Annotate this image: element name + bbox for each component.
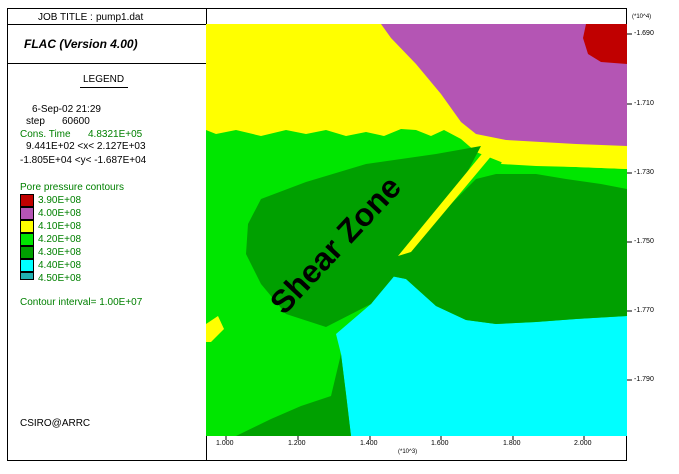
- shear-zone-band: [398, 144, 498, 256]
- contour-swatch-2: [20, 207, 34, 220]
- contour-label-3: 4.10E+08: [38, 221, 82, 232]
- x-tick-label-6: 2.000: [574, 440, 592, 447]
- job-title: pump1.dat: [96, 12, 144, 23]
- job-title-label: JOB TITLE :: [38, 12, 93, 23]
- legend-title-underline: [80, 87, 128, 88]
- x-tick-label-2: 1.200: [288, 440, 306, 447]
- legend-cons-time-value: 4.8321E+05: [88, 129, 143, 140]
- contour-region-dark-green-right: [391, 174, 627, 324]
- y-tick-label-6: -1.790: [634, 376, 654, 383]
- contour-swatch-3: [20, 220, 34, 233]
- contour-swatch-4: [20, 233, 34, 246]
- x-tick-label-5: 1.800: [503, 440, 521, 447]
- x-tick-label-4: 1.600: [431, 440, 449, 447]
- legend-cons-time-label: Cons. Time: [20, 129, 71, 140]
- y-tick-label-3: -1.730: [634, 169, 654, 176]
- contour-label-6: 4.40E+08: [38, 260, 82, 271]
- contour-region-yellow-lower: [206, 316, 224, 342]
- program-title: FLAC (Version 4.00): [24, 37, 138, 51]
- contour-swatch-1: [20, 194, 34, 207]
- legend-step-value: 60600: [62, 116, 90, 127]
- contour-region-dark-green-bottom: [236, 354, 351, 436]
- contour-region-red: [583, 24, 627, 64]
- legend-title: LEGEND: [83, 74, 125, 85]
- legend-step-label: step: [26, 116, 45, 127]
- x-tick-label-3: 1.400: [360, 440, 378, 447]
- contour-region-upper-right-yellow: [501, 148, 627, 169]
- pore-pressure-contour-plot: Shear Zone: [206, 24, 627, 436]
- contour-region-dark-green-left: [246, 146, 481, 327]
- legend-y-range: -1.805E+04 <y< -1.687E+04: [20, 155, 147, 166]
- credit-label: CSIRO@ARRC: [20, 418, 91, 429]
- contour-label-4: 4.20E+08: [38, 234, 82, 245]
- contour-swatch-5: [20, 246, 34, 259]
- x-axis-multiplier: (*10^3): [398, 449, 418, 455]
- y-tick-label-2: -1.710: [634, 100, 654, 107]
- header-divider: [7, 24, 207, 25]
- contour-label-5: 4.30E+08: [38, 247, 82, 258]
- y-axis-multiplier: (*10^4): [632, 14, 652, 20]
- contour-region-lower-cyan: [336, 276, 627, 436]
- contour-swatch-7: [20, 272, 34, 280]
- contour-interval: Contour interval= 1.00E+07: [20, 297, 143, 308]
- contour-label-7: 4.50E+08: [38, 273, 82, 284]
- contour-region-purple: [381, 24, 627, 146]
- legend-datetime: 6-Sep-02 21:29: [32, 104, 101, 115]
- legend-x-range: 9.441E+02 <x< 2.127E+03: [26, 141, 146, 152]
- x-tick-label-1: 1.000: [216, 440, 234, 447]
- contour-label-2: 4.00E+08: [38, 208, 82, 219]
- y-tick-label-4: -1.750: [634, 238, 654, 245]
- contour-legend-title: Pore pressure contours: [20, 182, 124, 193]
- contour-swatch-6: [20, 259, 34, 272]
- y-tick-label-5: -1.770: [634, 307, 654, 314]
- legend-divider-top: [7, 63, 207, 64]
- y-tick-label-1: -1.690: [634, 30, 654, 37]
- contour-label-1: 3.90E+08: [38, 195, 82, 206]
